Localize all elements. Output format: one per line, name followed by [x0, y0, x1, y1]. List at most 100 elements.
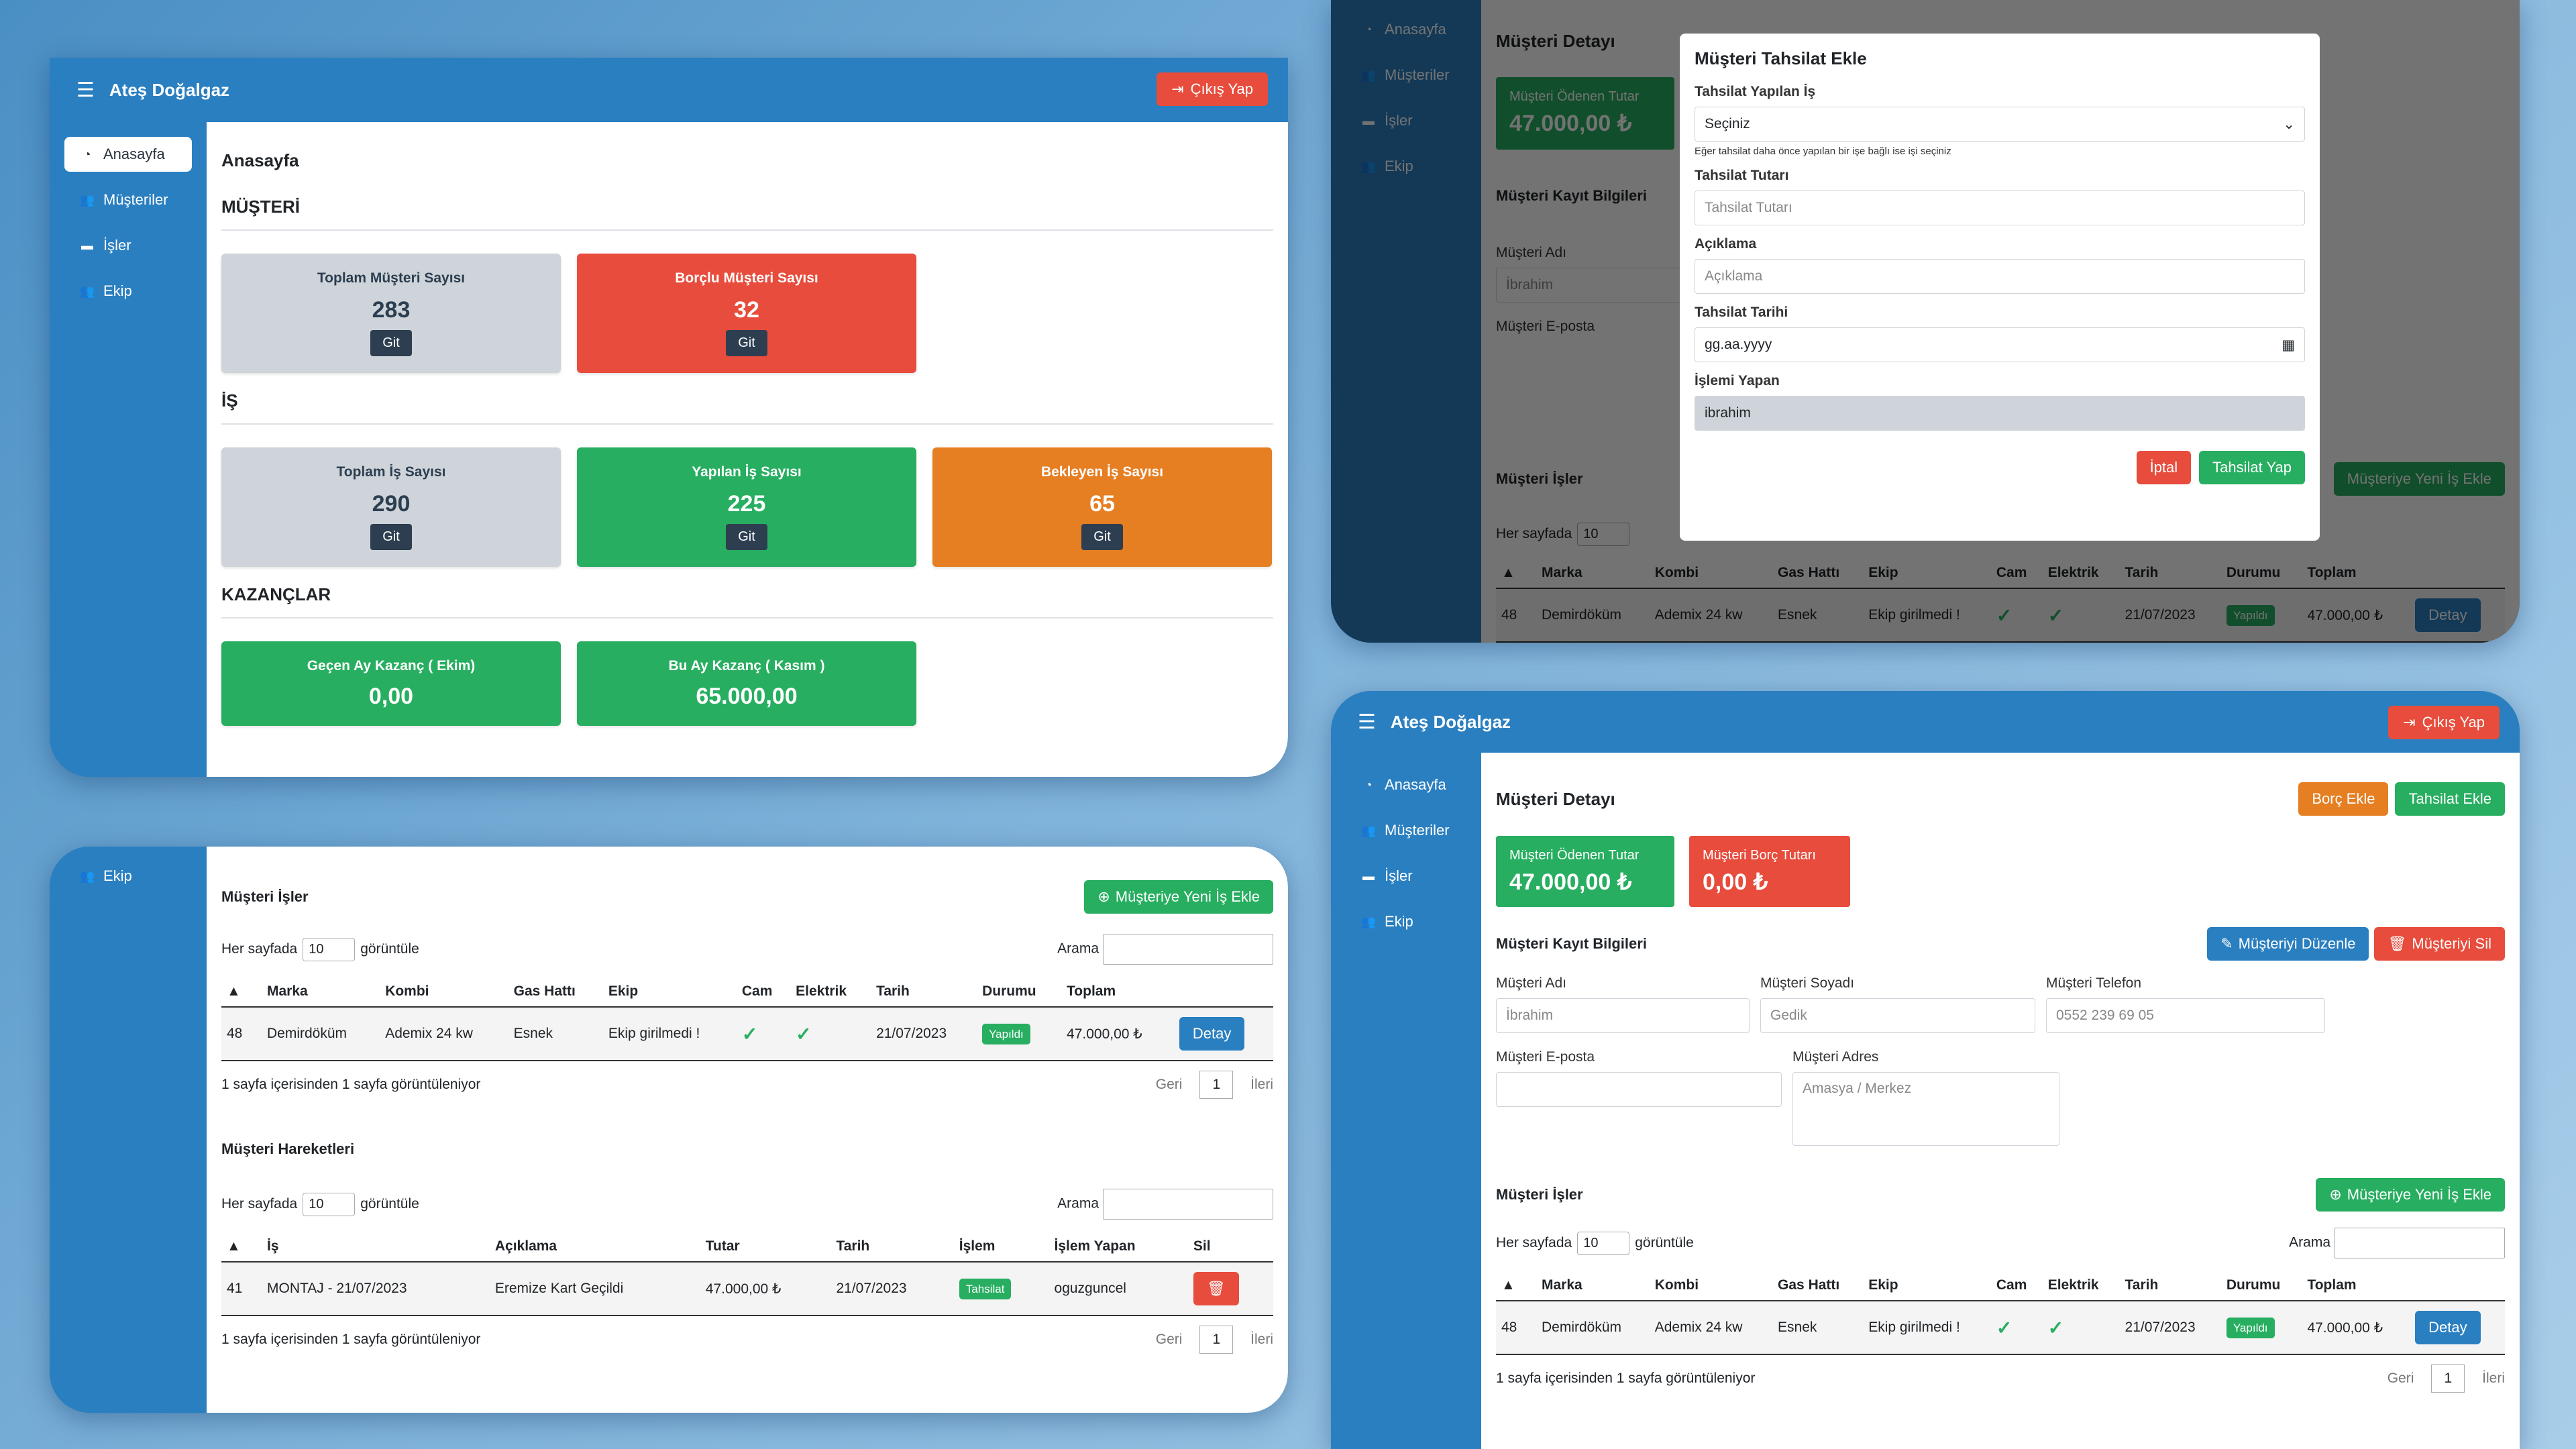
- users-icon: 👥: [79, 193, 95, 207]
- per-page: Her sayfada 10 görüntüle: [1496, 1231, 1694, 1255]
- hamburger-icon[interactable]: ☰: [76, 78, 95, 101]
- add-debt-button[interactable]: Borç Ekle: [2298, 782, 2389, 816]
- col-header[interactable]: Tutar: [700, 1232, 831, 1263]
- sidebar-item-team[interactable]: 👥Ekip: [79, 867, 132, 884]
- sort-icon[interactable]: ▲: [221, 977, 262, 1008]
- col-header[interactable]: Gas Hattı: [1772, 1271, 1864, 1301]
- sidebar-item-home[interactable]: ◔Anasayfa: [64, 137, 192, 172]
- prev-button[interactable]: Geri: [1155, 1332, 1183, 1347]
- col-header[interactable]: Toplam: [2302, 1271, 2410, 1301]
- done-jobs-card: Yapılan İş Sayısı 225 Git: [577, 447, 916, 567]
- description-input[interactable]: Açıklama: [1695, 259, 2305, 294]
- per-page-select[interactable]: 10: [303, 937, 356, 961]
- add-job-button[interactable]: ⊕ Müşteriye Yeni İş Ekle: [1084, 880, 1273, 914]
- col-header[interactable]: İş: [262, 1232, 490, 1263]
- col-header[interactable]: Tarih: [2119, 1271, 2221, 1301]
- per-page-select[interactable]: 10: [1577, 1231, 1630, 1255]
- check-icon: ✓: [796, 1023, 812, 1044]
- page-number[interactable]: 1: [1199, 1326, 1234, 1354]
- user-field: ibrahim: [1695, 396, 2305, 431]
- logout-button[interactable]: ⇥ Çıkış Yap: [1157, 72, 1268, 106]
- prev-button[interactable]: Geri: [2387, 1371, 2414, 1386]
- address-field[interactable]: Amasya / Merkez: [1792, 1072, 2059, 1146]
- col-header[interactable]: Tarih: [871, 977, 977, 1008]
- col-header[interactable]: Tarih: [830, 1232, 954, 1263]
- next-button[interactable]: İleri: [2482, 1371, 2505, 1386]
- jobs-window: 👥 Ekip Müşteri İşler ⊕ Müşteriye Yeni İş E…: [50, 847, 1288, 1413]
- add-job-button[interactable]: ⊕ Müşteriye Yeni İş Ekle: [2316, 1178, 2505, 1212]
- sidebar-item-home[interactable]: ◔Anasayfa: [1346, 767, 1473, 802]
- go-button[interactable]: Git: [1081, 524, 1123, 550]
- add-payment-button[interactable]: Tahsilat Ekle: [2395, 782, 2505, 816]
- sidebar-item-jobs[interactable]: ▬İşler: [64, 228, 192, 263]
- per-page-select[interactable]: 10: [303, 1192, 356, 1216]
- col-header[interactable]: Açıklama: [489, 1232, 700, 1263]
- col-header[interactable]: Elektrik: [790, 977, 871, 1008]
- prev-button[interactable]: Geri: [1155, 1077, 1183, 1092]
- next-button[interactable]: İleri: [1250, 1332, 1273, 1347]
- col-header[interactable]: Ekip: [602, 977, 737, 1008]
- col-header[interactable]: Ekip: [1863, 1271, 1991, 1301]
- col-header[interactable]: İşlem Yapan: [1049, 1232, 1188, 1263]
- brand-title: Ateş Doğalgaz: [1390, 711, 1511, 732]
- table-row: 48 Demirdöküm Ademix 24 kw Esnek Ekip gi…: [1496, 1301, 2505, 1355]
- col-header[interactable]: Cam: [1990, 1271, 2043, 1301]
- search-input[interactable]: [1103, 934, 1273, 965]
- amount-input[interactable]: Tahsilat Tutarı: [1695, 191, 2305, 225]
- col-header[interactable]: Marka: [1536, 1271, 1650, 1301]
- surname-field[interactable]: Gedik: [1760, 998, 2035, 1033]
- next-button[interactable]: İleri: [1250, 1077, 1273, 1092]
- cancel-button[interactable]: İptal: [2136, 451, 2192, 484]
- detail-button[interactable]: Detay: [2415, 1311, 2481, 1344]
- section-earnings: KAZANÇLAR: [221, 584, 1273, 619]
- delete-customer-button[interactable]: 🗑 Müşteriyi Sil: [2374, 927, 2505, 961]
- submit-payment-button[interactable]: Tahsilat Yap: [2199, 451, 2305, 484]
- sort-icon[interactable]: ▲: [221, 1232, 262, 1263]
- go-button[interactable]: Git: [370, 524, 412, 550]
- top-header: ☰ Ateş Doğalgaz ⇥ Çıkış Yap: [50, 58, 1288, 122]
- sidebar-item-team[interactable]: 👥Ekip: [79, 282, 132, 299]
- col-header[interactable]: İşlem: [953, 1232, 1049, 1263]
- sidebar-item-team[interactable]: 👥Ekip: [1360, 913, 1413, 930]
- logout-button[interactable]: ⇥ Çıkış Yap: [2388, 706, 2500, 739]
- col-header[interactable]: Kombi: [1649, 1271, 1773, 1301]
- col-header[interactable]: Durumu: [977, 977, 1062, 1008]
- email-field[interactable]: [1496, 1072, 1782, 1107]
- col-header[interactable]: Kombi: [380, 977, 508, 1008]
- sidebar-item-customers[interactable]: 👥Müşteriler: [79, 191, 168, 208]
- phone-field[interactable]: 0552 239 69 05: [2046, 998, 2325, 1033]
- col-header[interactable]: Sil: [1187, 1232, 1273, 1263]
- col-header[interactable]: Elektrik: [2042, 1271, 2120, 1301]
- go-button[interactable]: Git: [726, 330, 767, 356]
- search-input[interactable]: [2334, 1228, 2505, 1258]
- moves-header: Müşteri Hareketleri: [221, 1140, 1273, 1158]
- page-number[interactable]: 1: [2431, 1364, 2465, 1393]
- go-button[interactable]: Git: [370, 330, 412, 356]
- page-info: 1 sayfa içerisinden 1 sayfa görüntüleniy…: [221, 1332, 481, 1347]
- sort-icon[interactable]: ▲: [1496, 1271, 1536, 1301]
- search-input[interactable]: [1103, 1189, 1273, 1220]
- col-header[interactable]: Cam: [736, 977, 791, 1008]
- col-header[interactable]: Marka: [262, 977, 380, 1008]
- page-number[interactable]: 1: [1199, 1071, 1234, 1099]
- col-header[interactable]: Durumu: [2220, 1271, 2302, 1301]
- go-button[interactable]: Git: [726, 524, 767, 550]
- chevron-down-icon: ⌄: [2283, 116, 2295, 132]
- jobs-pager: 1 sayfa içerisinden 1 sayfa görüntüleniy…: [1496, 1364, 2505, 1393]
- users-icon: 👥: [1360, 823, 1377, 837]
- jobs-controls: Her sayfada 10 görüntüle Arama: [221, 934, 1273, 965]
- sidebar-item-customers[interactable]: 👥Müşteriler: [1360, 822, 1450, 839]
- date-input[interactable]: gg.aa.yyyy ▦: [1695, 327, 2305, 362]
- detail-button[interactable]: Detay: [1179, 1017, 1245, 1051]
- name-field[interactable]: İbrahim: [1496, 998, 1750, 1033]
- hamburger-icon[interactable]: ☰: [1358, 710, 1376, 733]
- delete-button[interactable]: 🗑: [1193, 1272, 1239, 1305]
- edit-customer-button[interactable]: ✎ Müşteriyi Düzenle: [2207, 927, 2369, 961]
- briefcase-icon: ▬: [1362, 869, 1375, 883]
- col-header[interactable]: Toplam: [1061, 977, 1174, 1008]
- this-month-card: Bu Ay Kazanç ( Kasım ) 65.000,00: [577, 641, 916, 726]
- plus-circle-icon: ⊕: [2329, 1186, 2342, 1203]
- col-header[interactable]: Gas Hattı: [508, 977, 603, 1008]
- sidebar-item-jobs[interactable]: ▬İşler: [1346, 859, 1473, 894]
- job-select[interactable]: Seçiniz ⌄: [1695, 107, 2305, 142]
